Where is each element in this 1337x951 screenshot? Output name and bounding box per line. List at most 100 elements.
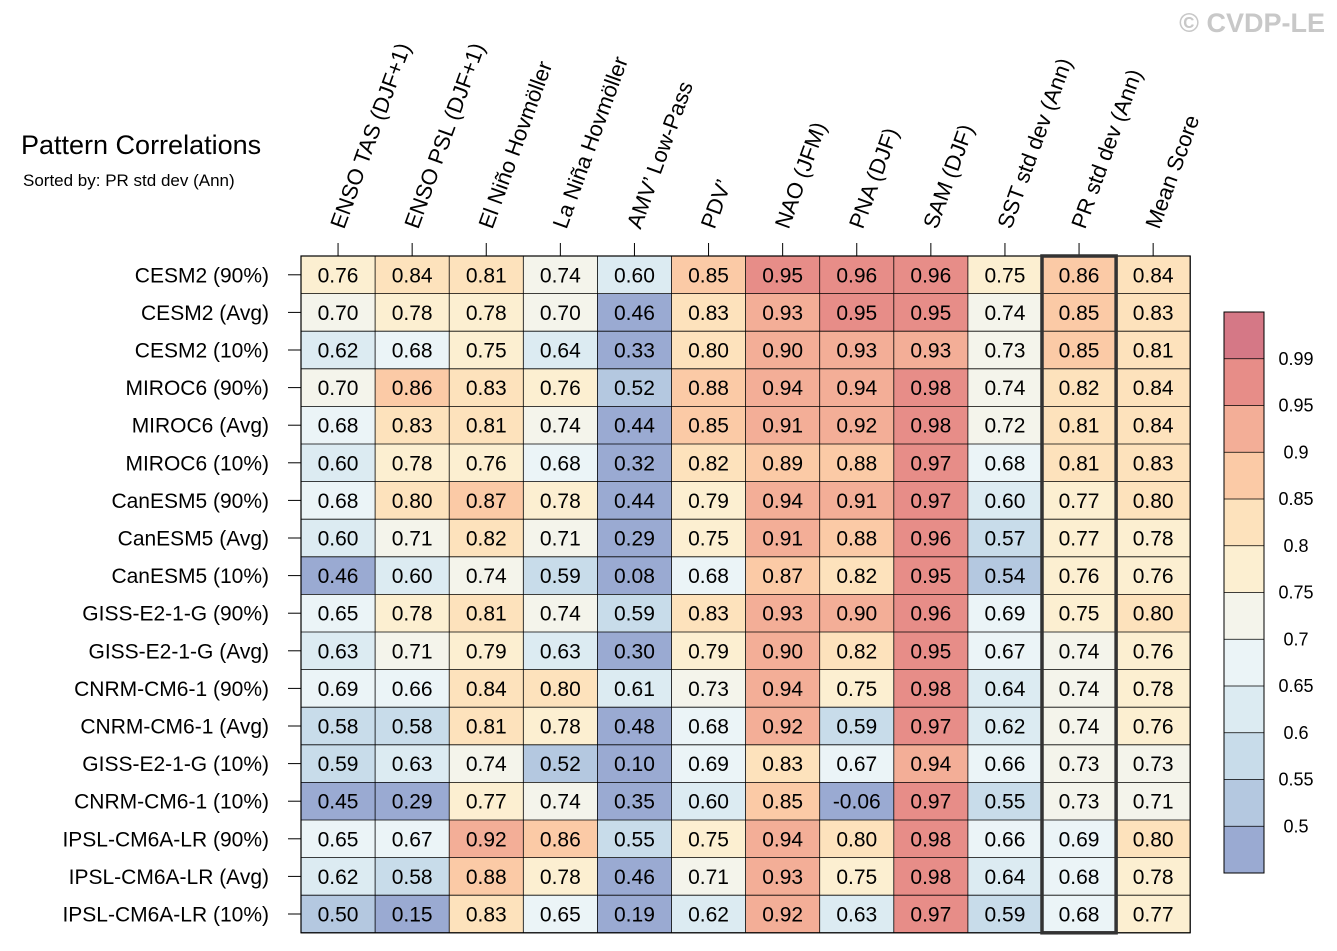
cell-value: 0.59	[614, 603, 655, 626]
cell-value: 0.83	[1133, 452, 1174, 475]
cell-value: 0.76	[540, 377, 581, 400]
cell-miroc6-90-el-ni-o-hovm-ller	[449, 368, 524, 407]
cell-value: 0.87	[762, 565, 803, 588]
cell-cesm2-10-nao-jfm	[745, 331, 820, 369]
cell-miroc6-10-nao-jfm	[745, 444, 820, 482]
colorbar-label: 0.6	[1283, 723, 1308, 743]
cell-value: 0.80	[392, 490, 433, 513]
cell-cnrm-cm6-1-90-sam-djf	[893, 669, 968, 708]
cell-value: 0.19	[614, 904, 655, 927]
row-label-cesm2-avg: CESM2 (Avg)	[141, 302, 269, 325]
cell-canesm5-avg-pdv	[671, 519, 746, 557]
cell-value: 0.86	[540, 828, 581, 851]
cell-value: 0.74	[466, 565, 507, 588]
cell-cesm2-avg-pr-std-dev-ann	[1042, 293, 1117, 332]
row-label-canesm5-90: CanESM5 (90%)	[111, 490, 269, 513]
cell-miroc6-90-sst-std-dev-ann	[967, 368, 1042, 407]
cell-ipsl-cm6a-lr-avg-pdv	[671, 857, 746, 896]
cell-miroc6-10-sst-std-dev-ann	[967, 444, 1042, 482]
cell-giss-e2-1-g-90-el-ni-o-hovm-ller	[449, 594, 524, 632]
cell-cesm2-90-sst-std-dev-ann	[967, 256, 1042, 294]
cell-miroc6-10-sam-djf	[893, 444, 968, 482]
highlighted-column-outline	[1040, 254, 1118, 935]
cell-miroc6-avg-nao-jfm	[745, 406, 820, 444]
colorbar-label: 0.55	[1278, 770, 1313, 790]
cell-value: 0.62	[688, 904, 729, 927]
cell-giss-e2-1-g-avg-el-ni-o-hovm-ller	[449, 632, 524, 670]
cell-cnrm-cm6-1-10-pr-std-dev-ann	[1042, 782, 1117, 820]
row-label-ipsl-cm6a-lr-90: IPSL-CM6A-LR (90%)	[62, 828, 269, 851]
cell-miroc6-90-amv-low-pass	[597, 368, 672, 407]
cell-value: 0.90	[762, 640, 803, 663]
cell-value: 0.92	[762, 716, 803, 739]
cell-value: 0.72	[985, 415, 1026, 438]
cell-value: 0.80	[836, 828, 877, 851]
cell-cesm2-10-la-ni-a-hovm-ller	[523, 331, 598, 369]
cell-value: 0.80	[1133, 603, 1174, 626]
cell-value: 0.75	[688, 528, 729, 551]
cell-value: 0.73	[1133, 753, 1174, 776]
grid-border	[300, 255, 1191, 934]
cell-value: 0.85	[1059, 340, 1100, 363]
cell-cesm2-avg-enso-tas-djf-1	[301, 293, 376, 332]
cell-value: 0.52	[614, 377, 655, 400]
cell-ipsl-cm6a-lr-avg-enso-psl-djf-1	[375, 857, 450, 896]
cell-giss-e2-1-g-10-amv-low-pass	[597, 744, 672, 783]
cell-cesm2-90-nao-jfm	[745, 256, 820, 294]
cell-giss-e2-1-g-10-enso-tas-djf-1	[301, 744, 376, 783]
cell-miroc6-avg-sst-std-dev-ann	[967, 406, 1042, 444]
cell-canesm5-10-sst-std-dev-ann	[967, 556, 1042, 595]
cell-value: 0.48	[614, 716, 655, 739]
cell-canesm5-10-pr-std-dev-ann	[1042, 556, 1117, 595]
cell-value: 0.62	[318, 866, 359, 889]
cell-canesm5-avg-enso-tas-djf-1	[301, 519, 376, 557]
cell-cnrm-cm6-1-avg-pna-djf	[819, 707, 894, 745]
cell-miroc6-10-la-ni-a-hovm-ller	[523, 444, 598, 482]
cell-value: 0.82	[1059, 377, 1100, 400]
cell-value: 0.83	[466, 904, 507, 927]
cell-cnrm-cm6-1-10-enso-tas-djf-1	[301, 782, 376, 820]
cell-value: 0.54	[985, 565, 1026, 588]
cell-ipsl-cm6a-lr-10-pr-std-dev-ann	[1042, 895, 1117, 933]
cell-value: 0.92	[466, 828, 507, 851]
cell-value: 0.96	[910, 603, 951, 626]
cell-canesm5-avg-pr-std-dev-ann	[1042, 519, 1117, 557]
cell-miroc6-90-mean-score	[1116, 368, 1191, 407]
cell-miroc6-avg-pr-std-dev-ann	[1042, 406, 1117, 444]
cell-cesm2-90-sam-djf	[893, 256, 968, 294]
cell-value: 0.76	[1059, 565, 1100, 588]
cell-miroc6-90-pna-djf	[819, 368, 894, 407]
row-label-canesm5-avg: CanESM5 (Avg)	[118, 528, 269, 551]
cell-cnrm-cm6-1-90-mean-score	[1116, 669, 1191, 708]
cell-value: 0.58	[392, 716, 433, 739]
cell-canesm5-10-mean-score	[1116, 556, 1191, 595]
column-label-sst-std-dev-ann: SST std dev (Ann)	[992, 55, 1077, 232]
cell-value: 0.81	[1133, 340, 1174, 363]
cell-giss-e2-1-g-90-nao-jfm	[745, 594, 820, 632]
cell-value: 0.66	[392, 678, 433, 701]
cell-ipsl-cm6a-lr-10-nao-jfm	[745, 895, 820, 933]
cell-value: 0.97	[910, 791, 951, 814]
cell-canesm5-90-pdv	[671, 481, 746, 520]
cell-cnrm-cm6-1-10-la-ni-a-hovm-ller	[523, 782, 598, 820]
row-label-miroc6-90: MIROC6 (90%)	[125, 377, 269, 400]
row-label-miroc6-10: MIROC6 (10%)	[125, 452, 269, 475]
cell-miroc6-90-pr-std-dev-ann	[1042, 368, 1117, 407]
colorbar-segment	[1224, 686, 1264, 734]
cell-value: 0.86	[392, 377, 433, 400]
cell-value: 0.78	[392, 302, 433, 325]
cell-miroc6-avg-pna-djf	[819, 406, 894, 444]
cell-canesm5-avg-pna-djf	[819, 519, 894, 557]
cell-cesm2-90-pr-std-dev-ann	[1042, 256, 1117, 294]
cell-giss-e2-1-g-avg-enso-psl-djf-1	[375, 632, 450, 670]
cell-value: 0.88	[688, 377, 729, 400]
cell-giss-e2-1-g-10-nao-jfm	[745, 744, 820, 783]
cell-cesm2-10-sam-djf	[893, 331, 968, 369]
cell-ipsl-cm6a-lr-avg-el-ni-o-hovm-ller	[449, 857, 524, 896]
cell-value: 0.65	[318, 603, 359, 626]
cell-value: 0.67	[392, 828, 433, 851]
cell-cesm2-90-enso-tas-djf-1	[301, 256, 376, 294]
cell-miroc6-avg-enso-tas-djf-1	[301, 406, 376, 444]
cell-canesm5-90-mean-score	[1116, 481, 1191, 520]
cell-value: 0.91	[762, 528, 803, 551]
